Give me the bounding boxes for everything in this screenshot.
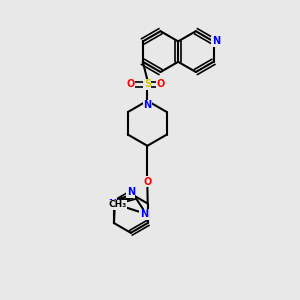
Text: N: N: [108, 199, 116, 208]
Text: N: N: [212, 36, 220, 46]
Text: O: O: [157, 79, 165, 89]
Text: CH₃: CH₃: [108, 200, 127, 209]
Text: O: O: [143, 177, 152, 187]
Text: O: O: [127, 79, 135, 89]
Text: N: N: [143, 100, 152, 110]
Text: S: S: [144, 79, 151, 89]
Text: N: N: [127, 187, 135, 197]
Text: N: N: [140, 209, 148, 219]
